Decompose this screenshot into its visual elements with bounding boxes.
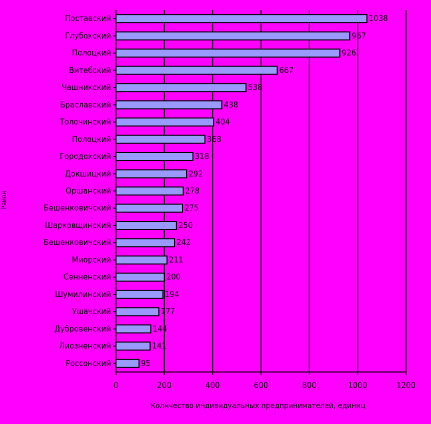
data-label: 667 <box>279 66 294 75</box>
bar <box>115 169 188 179</box>
bar <box>115 117 215 127</box>
category-label: Бешенковичский <box>44 204 112 213</box>
category-label: Глубокский <box>65 31 111 40</box>
category-label: Ушачский <box>72 307 111 316</box>
data-label: 194 <box>165 290 180 299</box>
data-label: 144 <box>153 324 168 333</box>
data-label: 1038 <box>369 14 388 23</box>
data-label: 177 <box>161 307 176 316</box>
bar <box>115 238 175 248</box>
data-label: 242 <box>176 238 191 247</box>
x-tick-label: 400 <box>206 381 221 390</box>
category-label: Докшицкий <box>65 169 111 178</box>
data-label: 211 <box>169 255 184 264</box>
bar <box>115 186 184 196</box>
category-label: Миорский <box>72 255 111 264</box>
bar <box>115 221 177 230</box>
data-label: 141 <box>152 342 167 351</box>
x-tick-label: 1000 <box>348 381 367 390</box>
bar <box>115 134 206 144</box>
bar <box>115 341 151 351</box>
data-label: 926 <box>342 49 357 58</box>
bar <box>115 152 194 161</box>
category-label: Толочинский <box>59 118 111 127</box>
x-tick-label: 1200 <box>396 381 415 390</box>
category-label: Полоцкий <box>72 135 111 144</box>
category-label: Городокский <box>60 152 111 161</box>
x-tick-labels: 0 200 400 600 800 1000 1200 <box>114 372 416 390</box>
bar <box>115 358 140 368</box>
category-label: Дубровенский <box>54 324 111 333</box>
category-label: Чашникский <box>62 83 111 92</box>
bar <box>115 307 160 317</box>
category-label: Лиозненский <box>59 342 111 351</box>
category-label: Сенненский <box>63 273 111 282</box>
x-axis-title: Количество индивидуальных предпринимател… <box>151 402 366 410</box>
x-tick-label: 800 <box>302 381 317 390</box>
bar <box>115 272 165 282</box>
data-label: 200 <box>166 273 181 282</box>
bar <box>115 289 164 299</box>
data-label: 967 <box>352 31 367 40</box>
category-label: Полоцкий <box>72 49 111 58</box>
bar <box>115 100 223 110</box>
data-label: 278 <box>185 187 200 196</box>
bar <box>115 48 341 58</box>
bar <box>115 65 278 75</box>
data-label: 95 <box>141 359 151 368</box>
x-tick-label: 0 <box>114 381 119 390</box>
bar <box>115 324 152 334</box>
category-label: Бешенковичский <box>44 238 112 247</box>
category-label: Браславский <box>60 100 111 109</box>
bar <box>115 203 183 213</box>
bar <box>115 14 368 24</box>
x-tick-label: 200 <box>157 381 172 390</box>
data-label: 250 <box>178 221 193 230</box>
bar <box>115 31 351 41</box>
category-label: Россонский <box>66 359 111 368</box>
data-label: 318 <box>195 152 210 161</box>
category-labels: Поставский Глубокский Полоцкий Витебский Чаш… <box>44 14 112 368</box>
bar <box>115 83 247 93</box>
x-tick-label: 600 <box>254 381 269 390</box>
data-label: 292 <box>189 169 204 178</box>
data-label: 275 <box>184 204 199 213</box>
data-label: 368 <box>207 135 222 144</box>
bar <box>115 255 168 265</box>
category-label: Поставский <box>65 14 111 23</box>
data-label: 438 <box>224 100 239 109</box>
data-label: 538 <box>248 83 263 92</box>
category-label: Шарковщинский <box>45 221 111 230</box>
y-axis-title: Район <box>1 191 8 210</box>
category-label: Витебский <box>69 66 111 75</box>
category-label: Оршанский <box>66 187 112 196</box>
data-label: 404 <box>216 118 231 127</box>
category-label: Шумилинский <box>55 290 111 299</box>
